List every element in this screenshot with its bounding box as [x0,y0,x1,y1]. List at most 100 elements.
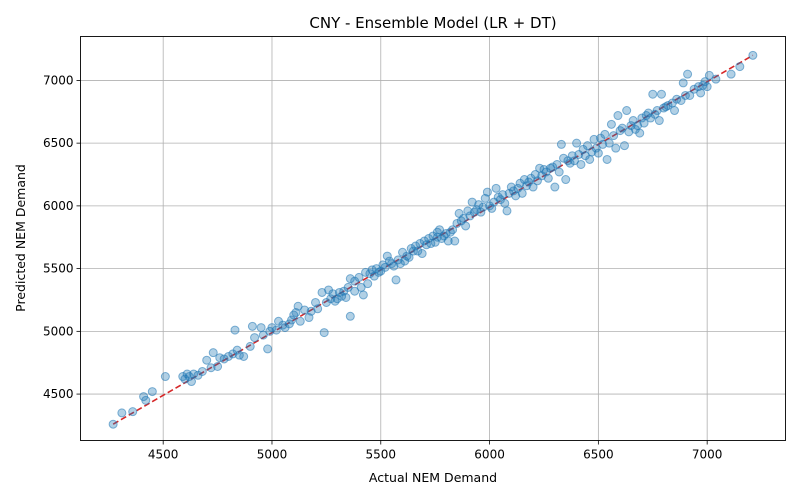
grid [80,36,786,441]
data-point [617,123,627,133]
data-point [602,154,612,164]
data-point [219,354,229,364]
data-point [550,182,560,192]
x-tick-label: 6000 [474,448,505,462]
data-point [411,241,421,251]
x-tick-label: 6500 [583,448,614,462]
data-point [358,290,368,300]
data-point [600,129,610,139]
y-tick-label: 6000 [43,199,74,213]
data-point [635,128,645,138]
data-point [463,206,473,216]
data-point [569,156,579,166]
data-point [141,395,151,405]
data-point [404,252,414,262]
data-point [704,70,714,80]
data-point [197,366,207,376]
data-point [654,116,664,126]
data-point [652,106,662,116]
data-point [648,89,658,99]
data-point [345,274,355,284]
data-point [117,408,127,418]
data-point [589,134,599,144]
y-axis-label: Predicted NEM Demand [13,164,28,312]
data-point [389,261,399,271]
y-tick-label: 5000 [43,324,74,338]
x-tick-label: 4500 [148,448,179,462]
data-point [180,374,190,384]
data-point [656,89,666,99]
data-point [559,153,569,163]
data-point [452,218,462,228]
plot-frame [80,36,786,441]
data-point [108,419,118,429]
data-point [567,151,577,161]
data-point [184,372,194,382]
data-point [748,50,758,60]
data-point [293,301,303,311]
data-point [609,131,619,141]
data-point [230,325,240,335]
data-point [343,282,353,292]
data-point [476,207,486,217]
data-point [689,84,699,94]
data-point [502,206,512,216]
data-point [206,363,216,373]
data-point [417,249,427,259]
data-point [700,77,710,87]
data-point [685,90,695,100]
data-point [509,186,519,196]
data-point [606,119,616,129]
data-point [554,167,564,177]
data-point [306,306,316,316]
data-point [711,74,721,84]
data-point [443,236,453,246]
x-tick-label: 5000 [257,448,288,462]
data-point [382,251,392,261]
data-point [643,108,653,118]
data-point [543,173,553,183]
data-point [622,106,632,116]
data-point [430,237,440,247]
data-point [663,101,673,111]
data-point [598,139,608,149]
data-point [467,197,477,207]
data-point [239,351,249,361]
data-point [250,333,260,343]
data-point [613,111,623,121]
data-point [670,106,680,116]
data-point [678,78,688,88]
data-point [478,202,488,212]
x-tick-label: 7000 [692,448,723,462]
data-point [363,279,373,289]
data-point [582,141,592,151]
data-point [450,236,460,246]
data-point [500,198,510,208]
data-point [247,321,257,331]
axis-ticks: 4500 5000 5500 6000 6500 7000 4500 5000 5500 6000… [43,73,722,461]
y-tick-label: 5500 [43,262,74,276]
data-point [498,190,508,200]
data-point [287,315,297,325]
data-point [128,407,138,417]
data-point [435,225,445,235]
data-point [354,272,364,282]
data-point [461,221,471,231]
data-point [300,305,310,315]
data-point [619,141,629,151]
y-tick-label: 6500 [43,136,74,150]
data-point [395,259,405,269]
data-point [380,262,390,272]
chart-title: CNY - Ensemble Model (LR + DT) [309,14,556,32]
data-point [726,69,736,79]
x-axis-label: Actual NEM Demand [369,470,497,485]
data-point [702,82,712,92]
data-point [313,304,323,314]
data-point [415,239,425,249]
data-point [317,287,327,297]
data-point [604,138,614,148]
data-point [552,159,562,169]
data-point [295,316,305,326]
data-point [482,187,492,197]
